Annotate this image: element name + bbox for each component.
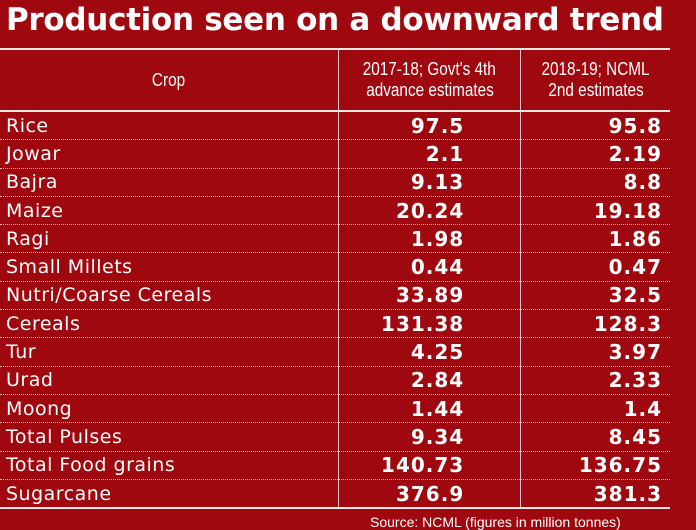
source-note: Source: NCML (figures in million tonnes) (370, 514, 621, 530)
value-2017-18: 20.24 (337, 196, 521, 226)
header-2017-18-line1: 2017-18; Govt's 4th (363, 59, 497, 79)
header-crop: Crop (0, 48, 339, 112)
value-2018-19: 19.18 (520, 196, 670, 226)
table-row: Total Food grains 140.73 136.75 (0, 451, 670, 480)
header-2018-19: 2018-19; NCML 2nd estimates (520, 48, 670, 112)
table-row: Maize 20.24 19.18 (0, 196, 670, 226)
crop-cell: Moong (0, 394, 339, 424)
value-2018-19: 32.5 (520, 281, 670, 311)
crop-cell: Rice (0, 111, 339, 141)
table-row: Tur 4.25 3.97 (0, 337, 670, 367)
value-2017-18: 97.5 (337, 111, 521, 141)
table-row: Total Pulses 9.34 8.45 (0, 422, 670, 452)
value-2017-18: 33.89 (337, 281, 521, 311)
value-2017-18: 140.73 (337, 451, 521, 480)
crop-cell: Cereals (0, 309, 339, 339)
value-2018-19: 0.47 (520, 252, 670, 282)
header-2018-19-line1: 2018-19; NCML (541, 59, 650, 79)
header-2018-19-line2: 2nd estimates (547, 80, 644, 100)
table-row: Bajra 9.13 8.8 (0, 168, 670, 197)
value-2018-19: 8.45 (520, 422, 670, 452)
value-2018-19: 136.75 (520, 451, 670, 480)
table-header-row: Crop 2017-18; Govt's 4th advance estimate… (0, 48, 670, 112)
value-2017-18: 376.9 (337, 479, 521, 510)
table-row: Nutri/Coarse Cereals 33.89 32.5 (0, 281, 670, 311)
table-row: Sugarcane 376.9 381.3 (0, 479, 670, 510)
crop-cell: Sugarcane (0, 479, 339, 510)
value-2017-18: 4.25 (337, 337, 521, 367)
crop-cell: Bajra (0, 168, 339, 197)
header-2017-18-line2: advance estimates (365, 80, 494, 100)
header-2017-18: 2017-18; Govt's 4th advance estimates (337, 48, 521, 112)
crop-cell: Jowar (0, 139, 339, 169)
table-row: Cereals 131.38 128.3 (0, 309, 670, 339)
page-title: Production seen on a downward trend (6, 2, 664, 38)
value-2017-18: 0.44 (337, 252, 521, 282)
table-row: Jowar 2.1 2.19 (0, 139, 670, 169)
value-2018-19: 1.4 (520, 394, 670, 424)
value-2017-18: 2.84 (337, 366, 521, 395)
crop-cell: Total Pulses (0, 422, 339, 452)
crop-cell: Total Food grains (0, 451, 339, 480)
value-2018-19: 128.3 (520, 309, 670, 339)
table-row: Ragi 1.98 1.86 (0, 224, 670, 254)
production-table: Crop 2017-18; Govt's 4th advance estimate… (0, 48, 670, 510)
crop-cell: Maize (0, 196, 339, 226)
crop-cell: Urad (0, 366, 339, 395)
value-2017-18: 9.34 (337, 422, 521, 452)
table-row: Small Millets 0.44 0.47 (0, 252, 670, 282)
value-2018-19: 1.86 (520, 224, 670, 254)
crop-cell: Tur (0, 337, 339, 367)
crop-cell: Nutri/Coarse Cereals (0, 281, 339, 311)
value-2018-19: 2.33 (520, 366, 670, 395)
crop-cell: Ragi (0, 224, 339, 254)
table-row: Moong 1.44 1.4 (0, 394, 670, 424)
value-2017-18: 1.98 (337, 224, 521, 254)
value-2017-18: 2.1 (337, 139, 521, 169)
value-2018-19: 3.97 (520, 337, 670, 367)
table-row: Rice 97.5 95.8 (0, 111, 670, 141)
value-2018-19: 95.8 (520, 111, 670, 141)
header-crop-label: Crop (152, 69, 186, 90)
value-2017-18: 9.13 (337, 168, 521, 197)
value-2017-18: 1.44 (337, 394, 521, 424)
crop-cell: Small Millets (0, 252, 339, 282)
value-2017-18: 131.38 (337, 309, 521, 339)
value-2018-19: 381.3 (520, 479, 670, 510)
value-2018-19: 2.19 (520, 139, 670, 169)
table-row: Urad 2.84 2.33 (0, 366, 670, 395)
value-2018-19: 8.8 (520, 168, 670, 197)
